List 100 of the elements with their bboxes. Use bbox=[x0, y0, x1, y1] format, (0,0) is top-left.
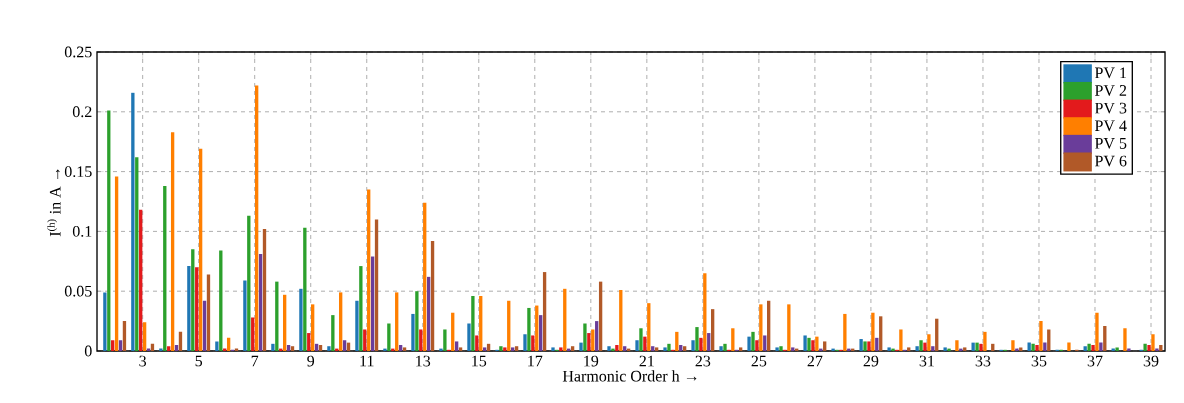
y-tick-label: 0.25 bbox=[64, 46, 92, 58]
bar bbox=[247, 215, 251, 351]
bar bbox=[719, 346, 723, 351]
bar bbox=[863, 341, 867, 351]
bar bbox=[919, 340, 923, 351]
y-tick-label: 0.1 bbox=[72, 225, 92, 237]
y-tick-label: 0.2 bbox=[72, 106, 92, 118]
bar bbox=[707, 333, 711, 351]
bar bbox=[479, 295, 483, 351]
bar bbox=[1087, 343, 1091, 351]
bar bbox=[679, 345, 683, 351]
bar bbox=[682, 346, 687, 351]
bar bbox=[843, 313, 847, 351]
bar bbox=[763, 335, 767, 351]
bar bbox=[503, 347, 507, 351]
bar bbox=[1019, 347, 1023, 351]
bar bbox=[915, 346, 919, 351]
legend-label: PV 4 bbox=[1094, 120, 1127, 132]
x-tick-label: 7 bbox=[251, 355, 259, 367]
bar bbox=[1151, 334, 1155, 351]
bar bbox=[363, 329, 367, 351]
bar bbox=[755, 340, 759, 351]
legend-label: PV 2 bbox=[1094, 85, 1127, 96]
bar bbox=[139, 209, 143, 351]
bar bbox=[695, 327, 699, 351]
bar bbox=[290, 346, 295, 351]
bar bbox=[647, 303, 651, 351]
bar bbox=[751, 331, 755, 351]
bar bbox=[198, 148, 203, 351]
bar bbox=[635, 340, 639, 351]
bar bbox=[931, 346, 935, 351]
bar bbox=[258, 254, 263, 351]
bar bbox=[411, 313, 415, 351]
bar bbox=[303, 227, 307, 351]
bar bbox=[831, 348, 835, 351]
bar bbox=[311, 304, 315, 351]
bar bbox=[359, 266, 363, 351]
bar bbox=[367, 189, 371, 351]
bar bbox=[595, 321, 599, 351]
bar bbox=[286, 345, 291, 351]
bar bbox=[859, 339, 863, 351]
bar bbox=[262, 229, 267, 351]
bar bbox=[767, 300, 771, 351]
bar bbox=[703, 273, 707, 351]
bar bbox=[891, 348, 895, 351]
bar bbox=[899, 329, 903, 351]
bar bbox=[779, 346, 783, 351]
x-tick-label: 13 bbox=[416, 355, 431, 367]
bar bbox=[619, 290, 623, 351]
bar bbox=[775, 347, 779, 351]
x-tick-label: 15 bbox=[472, 355, 487, 367]
bar bbox=[174, 345, 179, 351]
bar bbox=[570, 346, 575, 351]
bar bbox=[927, 334, 931, 351]
bar bbox=[803, 335, 807, 351]
bar bbox=[527, 307, 531, 351]
legend-label: PV 5 bbox=[1094, 138, 1127, 149]
bar bbox=[299, 288, 303, 351]
bar bbox=[1159, 345, 1163, 351]
bar bbox=[747, 336, 751, 351]
bar bbox=[1067, 342, 1071, 351]
bar bbox=[907, 347, 911, 351]
bar bbox=[623, 346, 627, 351]
bar bbox=[563, 288, 567, 351]
bar bbox=[591, 329, 595, 351]
bar bbox=[639, 328, 643, 351]
bar bbox=[187, 266, 191, 351]
bar bbox=[654, 347, 659, 351]
bar bbox=[458, 347, 463, 351]
bar bbox=[383, 348, 387, 351]
bar bbox=[327, 346, 331, 351]
bar bbox=[398, 345, 403, 351]
x-tick-label: 23 bbox=[695, 355, 711, 367]
bar bbox=[807, 337, 811, 351]
bar bbox=[122, 321, 127, 351]
bar bbox=[559, 347, 563, 351]
bar bbox=[1127, 348, 1131, 351]
bar bbox=[111, 340, 115, 351]
x-tick-label: 37 bbox=[1087, 355, 1103, 367]
bar bbox=[170, 132, 175, 351]
bar bbox=[163, 185, 167, 351]
bar bbox=[131, 92, 135, 351]
legend-label: PV 1 bbox=[1094, 67, 1127, 79]
bar bbox=[475, 335, 479, 351]
bar bbox=[1011, 340, 1015, 351]
bar bbox=[271, 343, 275, 351]
bar bbox=[370, 256, 375, 351]
bar bbox=[191, 249, 195, 351]
bar bbox=[275, 281, 279, 351]
bar bbox=[523, 334, 527, 351]
legend-label: PV 3 bbox=[1094, 102, 1127, 114]
bar bbox=[963, 347, 967, 351]
bar bbox=[651, 346, 655, 351]
bar bbox=[542, 272, 547, 351]
bar bbox=[243, 280, 247, 351]
bar bbox=[511, 347, 515, 351]
bar bbox=[142, 322, 147, 351]
bar bbox=[710, 309, 715, 351]
x-tick-label: 5 bbox=[195, 355, 203, 367]
bar bbox=[979, 343, 983, 351]
